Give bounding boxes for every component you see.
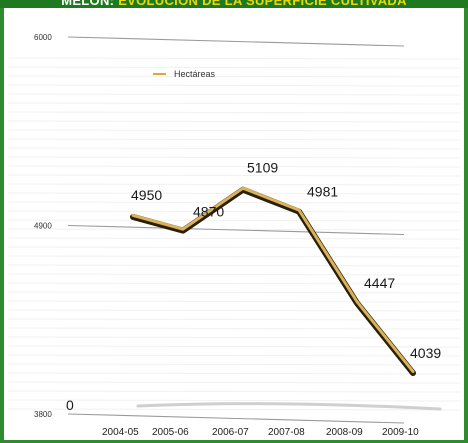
texture-line	[7, 318, 461, 321]
texture-line	[7, 75, 461, 78]
y-tick-label: 4900	[34, 222, 52, 231]
gridline	[67, 36, 405, 47]
texture-line	[7, 309, 461, 312]
texture-line	[7, 147, 461, 150]
texture-line	[7, 210, 461, 213]
y-tick-label: 6000	[34, 33, 52, 42]
data-label: 4447	[364, 275, 395, 291]
texture-line	[7, 381, 461, 384]
data-label: 4950	[131, 187, 162, 203]
texture-line	[7, 156, 461, 159]
x-tick-label: 2007-08	[268, 427, 305, 438]
chart-title: MELÓN: EVOLUCIÓN DE LA SUPERFICIE CULTIV…	[0, 0, 468, 8]
gridline	[67, 413, 405, 424]
texture-line	[7, 255, 461, 258]
x-tick-label: 2004-05	[102, 427, 139, 438]
texture-line	[7, 102, 461, 105]
x-tick-label: 2006-07	[212, 427, 249, 438]
chart-title-prefix: MELÓN:	[61, 0, 115, 8]
texture-line	[7, 363, 461, 366]
data-label: 5109	[247, 160, 278, 176]
texture-line	[7, 57, 461, 60]
x-tick-label: 2005-06	[152, 427, 189, 438]
texture-line	[7, 354, 461, 357]
texture-line	[7, 372, 461, 375]
texture-line	[7, 84, 461, 87]
texture-line	[7, 237, 461, 240]
x-tick-label: 2008-09	[326, 427, 363, 438]
chart-title-main: EVOLUCIÓN DE LA SUPERFICIE CULTIVADA	[118, 0, 407, 8]
texture-line	[7, 138, 461, 141]
texture-line	[7, 66, 461, 69]
texture-line	[7, 336, 461, 339]
y-tick-label: 3800	[34, 410, 52, 419]
chart-title-bar: MELÓN: EVOLUCIÓN DE LA SUPERFICIE CULTIV…	[0, 0, 468, 8]
texture-line	[7, 327, 461, 330]
texture-line	[7, 291, 461, 294]
texture-line	[7, 408, 461, 411]
zero-label: 0	[66, 397, 74, 413]
texture-line	[7, 273, 461, 276]
texture-line	[7, 300, 461, 303]
texture-line	[7, 246, 461, 249]
texture-line	[7, 93, 461, 96]
texture-line	[7, 111, 461, 114]
texture-line	[7, 174, 461, 177]
x-tick-label: 2009-10	[382, 427, 419, 438]
texture-line	[7, 129, 461, 132]
data-label: 4039	[410, 345, 441, 361]
texture-line	[7, 120, 461, 123]
legend-label: Hectáreas	[174, 69, 216, 79]
series-line	[131, 186, 415, 374]
data-label: 4870	[193, 204, 224, 220]
texture-line	[7, 264, 461, 267]
texture-line	[7, 390, 461, 393]
texture-line	[7, 345, 461, 348]
data-label: 4981	[307, 184, 338, 200]
texture-line	[7, 183, 461, 186]
baseline-band	[136, 402, 442, 411]
texture-line	[7, 219, 461, 222]
texture-line	[7, 282, 461, 285]
texture-line	[7, 399, 461, 402]
gridline	[67, 224, 405, 236]
texture-line	[7, 201, 461, 204]
texture-line	[7, 165, 461, 168]
